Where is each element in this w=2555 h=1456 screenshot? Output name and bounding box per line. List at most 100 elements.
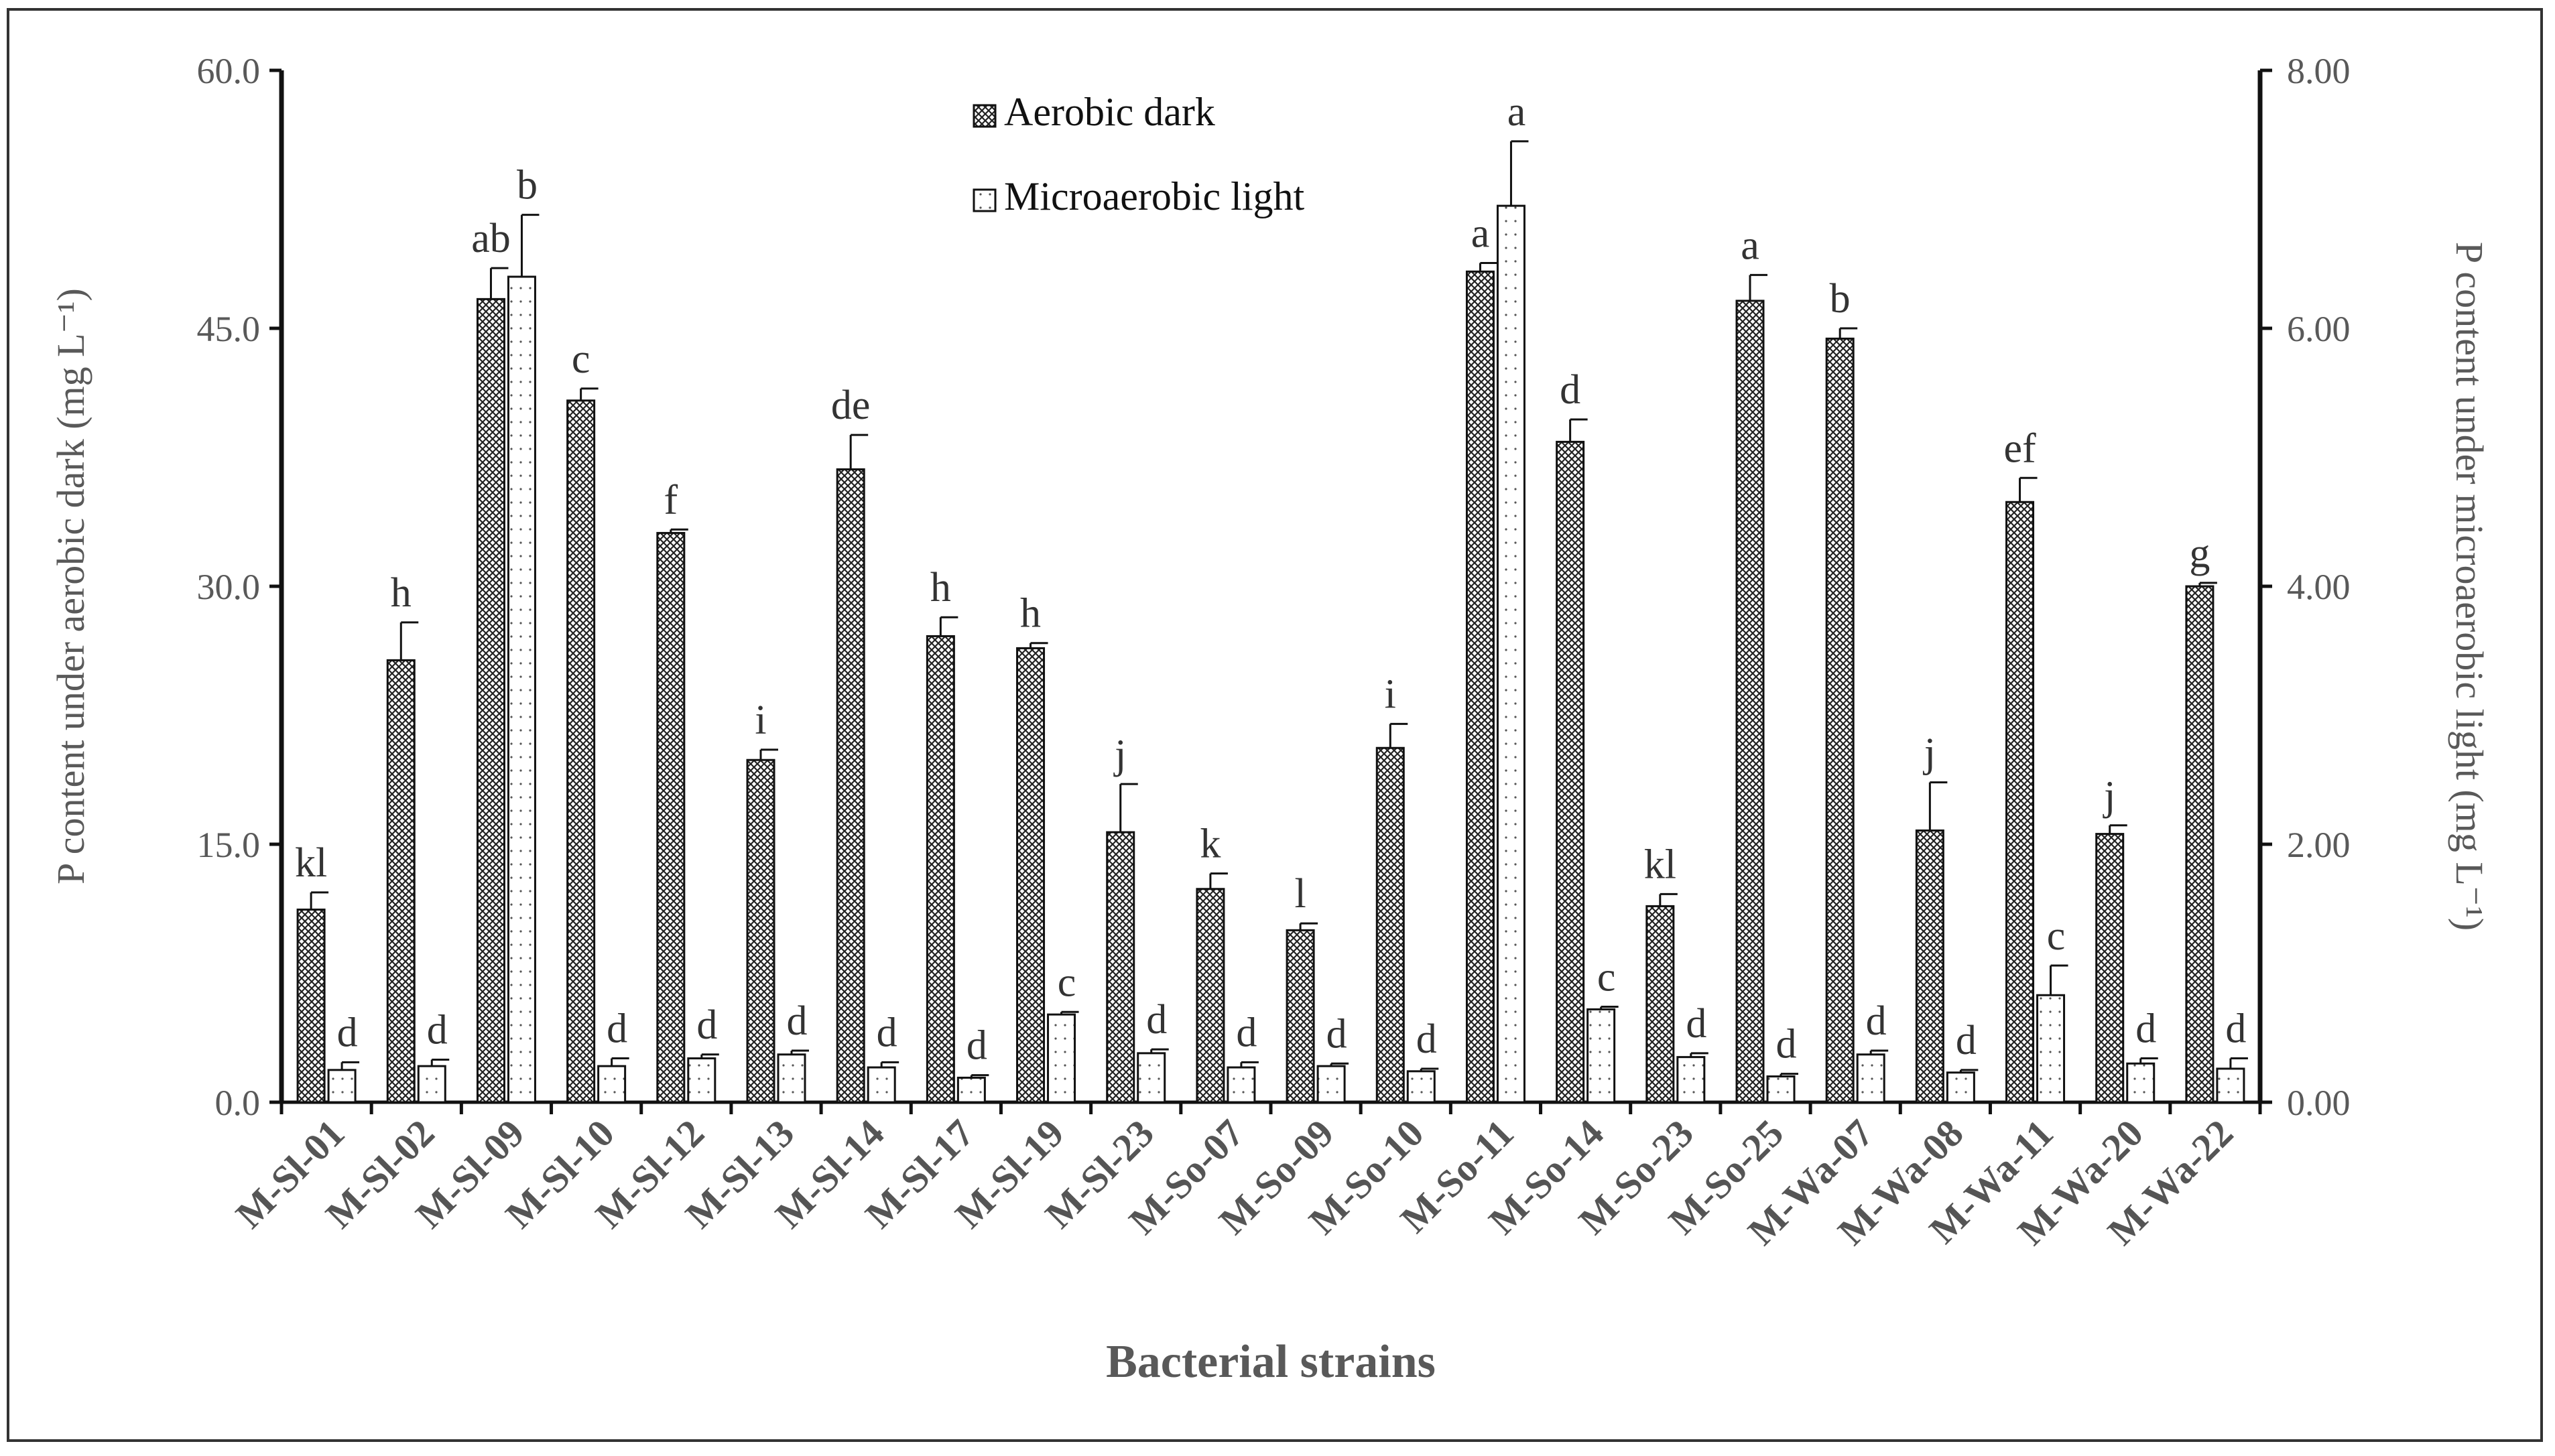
bar-aerobic-dark bbox=[1645, 905, 1675, 1104]
bar-microaerobic-light bbox=[1496, 204, 1525, 1104]
letter-aerobic-dark: j bbox=[2103, 773, 2115, 819]
bar-aerobic-dark bbox=[2005, 501, 2035, 1104]
y-axis-left-title: P content under aerobic dark (mg L⁻¹) bbox=[49, 288, 92, 884]
letter-microaerobic-light: d bbox=[967, 1023, 987, 1069]
bar-aerobic-dark bbox=[566, 399, 596, 1104]
letter-aerobic-dark: k bbox=[1200, 821, 1221, 867]
letter-microaerobic-light: c bbox=[1058, 959, 1076, 1005]
bar-microaerobic-light bbox=[867, 1066, 896, 1104]
letter-aerobic-dark: i bbox=[1385, 671, 1396, 717]
letter-microaerobic-light: d bbox=[877, 1010, 897, 1055]
letter-microaerobic-light: d bbox=[427, 1007, 448, 1053]
figure-frame bbox=[7, 8, 2543, 1442]
left-tick-label: 15.0 bbox=[197, 825, 261, 865]
letter-microaerobic-light: c bbox=[1597, 955, 1616, 1000]
bar-aerobic-dark bbox=[836, 468, 865, 1104]
letter-microaerobic-light: d bbox=[337, 1010, 358, 1055]
letter-microaerobic-light: d bbox=[696, 1002, 717, 1048]
letter-aerobic-dark: f bbox=[664, 477, 678, 523]
letter-aerobic-dark: j bbox=[1113, 732, 1126, 777]
bars-group bbox=[296, 204, 2245, 1104]
right-axis-ticks: 0.00 2.00 4.00 6.00 8.00 bbox=[2260, 51, 2351, 1123]
letter-aerobic-dark: d bbox=[1560, 367, 1580, 413]
letter-aerobic-dark: h bbox=[930, 565, 951, 610]
letter-aerobic-dark: a bbox=[1741, 222, 1759, 268]
bar-microaerobic-light bbox=[1586, 1008, 1616, 1104]
letter-microaerobic-light: d bbox=[1236, 1010, 1257, 1055]
letter-microaerobic-light: b bbox=[517, 163, 538, 208]
left-tick-label: 45.0 bbox=[197, 309, 261, 349]
letter-aerobic-dark: c bbox=[572, 336, 590, 382]
bar-microaerobic-light bbox=[1227, 1066, 1256, 1104]
bar-microaerobic-light bbox=[687, 1057, 716, 1104]
letter-aerobic-dark: g bbox=[2189, 531, 2210, 576]
bar-aerobic-dark bbox=[296, 909, 326, 1104]
letter-microaerobic-light: d bbox=[2225, 1006, 2246, 1052]
bar-microaerobic-light bbox=[597, 1065, 627, 1104]
bar-aerobic-dark bbox=[656, 531, 686, 1104]
bar-aerobic-dark bbox=[2185, 585, 2215, 1104]
right-tick-label: 8.00 bbox=[2287, 51, 2351, 91]
bar-microaerobic-light bbox=[507, 275, 536, 1104]
letter-aerobic-dark: ef bbox=[2003, 425, 2036, 471]
letter-aerobic-dark: i bbox=[755, 698, 766, 743]
letter-microaerobic-light: d bbox=[1686, 1001, 1706, 1047]
bar-microaerobic-light bbox=[777, 1053, 806, 1104]
bar-microaerobic-light bbox=[1856, 1053, 1885, 1104]
letter-microaerobic-light: d bbox=[1866, 998, 1887, 1044]
letter-microaerobic-light: c bbox=[2047, 913, 2066, 959]
letter-aerobic-dark: l bbox=[1294, 871, 1306, 917]
bar-aerobic-dark bbox=[1375, 746, 1405, 1104]
legend-label-aerobic-dark: Aerobic dark bbox=[1004, 90, 1215, 134]
letter-microaerobic-light: d bbox=[1326, 1011, 1347, 1057]
bar-aerobic-dark bbox=[2095, 833, 2125, 1104]
bar-aerobic-dark bbox=[1556, 440, 1585, 1104]
letter-microaerobic-light: d bbox=[1776, 1022, 1797, 1067]
bar-microaerobic-light bbox=[327, 1069, 357, 1104]
legend-swatch-microaerobic-light bbox=[973, 188, 997, 212]
bar-aerobic-dark bbox=[386, 659, 416, 1104]
category-labels-group: M-Sl-01M-Sl-02M-Sl-09M-Sl-10M-Sl-12M-Sl-… bbox=[227, 1111, 2241, 1253]
letter-microaerobic-light: d bbox=[1146, 997, 1167, 1043]
bar-aerobic-dark bbox=[1465, 270, 1495, 1104]
bar-aerobic-dark bbox=[1106, 831, 1135, 1104]
letter-aerobic-dark: de bbox=[831, 383, 871, 428]
bar-microaerobic-light bbox=[1946, 1071, 1975, 1104]
left-tick-label: 30.0 bbox=[197, 567, 261, 607]
bar-microaerobic-light bbox=[2036, 994, 2066, 1104]
bar-aerobic-dark bbox=[926, 635, 955, 1104]
right-tick-label: 0.00 bbox=[2287, 1083, 2351, 1123]
bar-microaerobic-light bbox=[2216, 1067, 2245, 1104]
bar-microaerobic-light bbox=[1766, 1075, 1796, 1104]
bar-aerobic-dark bbox=[1825, 337, 1855, 1104]
bar-aerobic-dark bbox=[1915, 829, 1944, 1104]
letter-aerobic-dark: ab bbox=[471, 216, 511, 261]
letter-aerobic-dark: h bbox=[1020, 591, 1041, 637]
letter-aerobic-dark: a bbox=[1471, 210, 1490, 256]
x-axis-title: Bacterial strains bbox=[1106, 1336, 1436, 1388]
letter-aerobic-dark: b bbox=[1830, 276, 1851, 322]
left-tick-label: 60.0 bbox=[197, 51, 261, 91]
letter-aerobic-dark: kl bbox=[295, 840, 327, 886]
bar-aerobic-dark bbox=[1016, 647, 1046, 1104]
letter-microaerobic-light: d bbox=[1956, 1018, 1977, 1063]
bar-aerobic-dark bbox=[1286, 929, 1315, 1104]
y-axis-right-title: P content under microaerobic light (mg L… bbox=[2448, 242, 2491, 931]
left-axis-ticks: 0.0 15.0 30.0 45.0 60.0 bbox=[197, 51, 282, 1123]
letter-microaerobic-light: d bbox=[607, 1006, 627, 1052]
error-bars-group bbox=[310, 140, 2248, 1078]
letter-microaerobic-light: a bbox=[1507, 89, 1526, 135]
bar-aerobic-dark bbox=[746, 758, 775, 1104]
bar-microaerobic-light bbox=[2126, 1062, 2156, 1104]
legend-swatch-aerobic-dark bbox=[973, 104, 997, 128]
bar-microaerobic-light bbox=[956, 1076, 986, 1104]
letter-microaerobic-light: d bbox=[2135, 1006, 2156, 1052]
bar-microaerobic-light bbox=[1316, 1065, 1346, 1104]
bar-aerobic-dark bbox=[476, 297, 505, 1104]
legend-label-microaerobic-light: Microaerobic light bbox=[1004, 174, 1305, 218]
bar-microaerobic-light bbox=[1047, 1013, 1076, 1104]
bar-microaerobic-light bbox=[1406, 1070, 1436, 1104]
bar-microaerobic-light bbox=[1137, 1052, 1166, 1104]
letter-aerobic-dark: h bbox=[391, 570, 412, 616]
